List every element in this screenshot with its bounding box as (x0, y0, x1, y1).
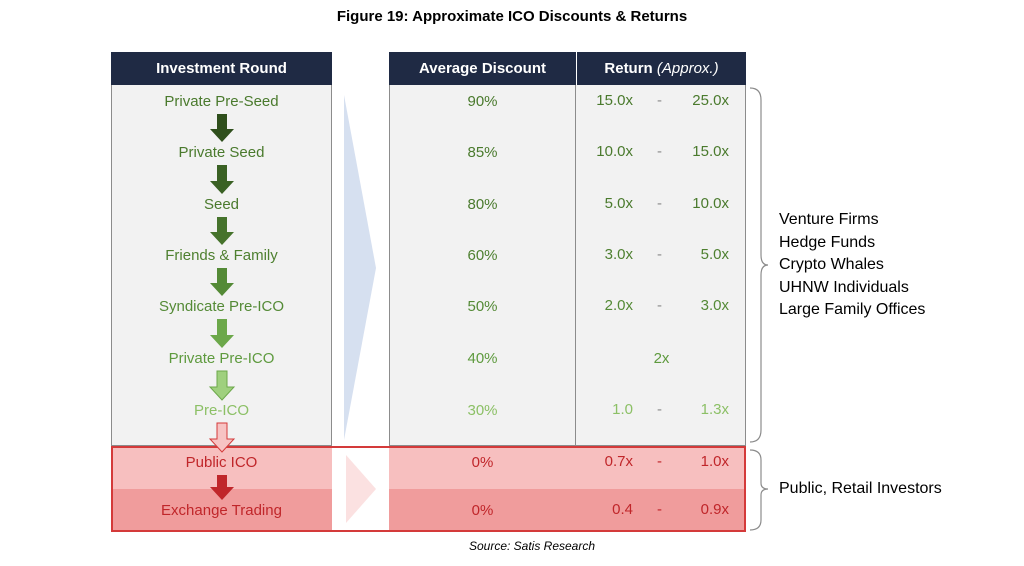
header-investment-round: Investment Round (111, 52, 332, 85)
top-brace (749, 87, 769, 443)
round-label: Private Pre-ICO (168, 349, 275, 367)
discount-value: 60% (467, 246, 498, 264)
discount-value: 85% (467, 143, 498, 161)
discount-value: 40% (467, 349, 498, 367)
discount-value: 80% (467, 195, 498, 213)
investor-group-top: Venture Firms Hedge Funds Crypto Whales … (779, 209, 925, 322)
pink-chevron (346, 455, 376, 523)
investor-label: UHNW Individuals (779, 278, 909, 296)
discount-value: 50% (467, 297, 498, 315)
round-label: Friends & Family (165, 246, 278, 264)
return-low: 0.4 (612, 501, 633, 518)
investor-label: Crypto Whales (779, 256, 884, 274)
discount-value: 0% (471, 453, 494, 471)
down-arrow-icon (210, 114, 234, 142)
discount-value: 0% (471, 501, 494, 519)
down-arrow-icon (210, 268, 234, 296)
return-high: 15.0x (692, 143, 729, 160)
return-low: 15.0x (596, 92, 633, 109)
exchange-trading-band (111, 489, 746, 532)
discount-value: 90% (467, 92, 498, 110)
return-high: 0.9x (700, 501, 729, 518)
down-arrow-icon (210, 475, 234, 500)
return-high: 10.0x (692, 195, 729, 212)
down-arrow-icon (210, 217, 234, 245)
public-ico-band (111, 446, 746, 489)
investor-group-bottom: Public, Retail Investors (779, 478, 942, 501)
round-label: Private Pre-Seed (164, 92, 279, 110)
return-low: 1.0 (612, 401, 633, 418)
down-arrow-icon (208, 422, 236, 453)
discount-value: 30% (467, 401, 498, 419)
round-label: Seed (203, 195, 240, 213)
header-average-discount: Average Discount (389, 52, 576, 85)
header-return-label: Return (604, 60, 653, 77)
return-separator: - (657, 501, 662, 518)
investor-label: Hedge Funds (779, 233, 876, 251)
return-separator: - (657, 297, 662, 314)
investor-label: Public, Retail Investors (779, 480, 942, 497)
round-label: Exchange Trading (161, 501, 282, 519)
round-label: Private Seed (178, 143, 265, 161)
round-label: Public ICO (185, 453, 258, 471)
column-divider (575, 85, 576, 446)
return-high: 25.0x (692, 92, 729, 109)
red-border (111, 446, 746, 532)
investor-label: Venture Firms (779, 211, 879, 228)
down-arrow-icon (208, 370, 236, 401)
return-high: 5.0x (700, 246, 729, 263)
return-low: 2.0x (604, 297, 633, 314)
blue-chevron (344, 95, 376, 440)
down-arrow-icon (210, 165, 234, 194)
return-separator: - (657, 195, 662, 212)
return-separator: - (657, 246, 662, 263)
header-investment-round-label: Investment Round (156, 60, 287, 77)
return-high: 1.0x (700, 453, 729, 470)
return-high: 3.0x (700, 297, 729, 314)
return-low: 3.0x (604, 246, 633, 263)
header-return-note: (Approx.) (656, 60, 719, 77)
figure-title: Figure 19: Approximate ICO Discounts & R… (336, 8, 688, 25)
return-separator: - (657, 92, 662, 109)
return-separator: - (657, 143, 662, 160)
bottom-brace (749, 449, 769, 531)
source-note: Source: Satis Research (468, 539, 596, 553)
return-separator: - (657, 401, 662, 418)
values-panel (389, 85, 746, 446)
round-label: Pre-ICO (193, 401, 249, 419)
return-low: 5.0x (604, 195, 633, 212)
investor-label: Large Family Offices (779, 301, 926, 319)
return-value: 2x (653, 349, 670, 367)
round-label: Syndicate Pre-ICO (158, 297, 285, 315)
header-average-discount-label: Average Discount (419, 60, 546, 77)
values-border (389, 85, 746, 446)
return-high: 1.3x (700, 401, 729, 418)
down-arrow-icon (210, 319, 234, 348)
header-return: Return (Approx.) (577, 52, 746, 85)
return-low: 10.0x (596, 143, 633, 160)
return-separator: - (657, 453, 662, 470)
return-low: 0.7x (604, 453, 633, 470)
